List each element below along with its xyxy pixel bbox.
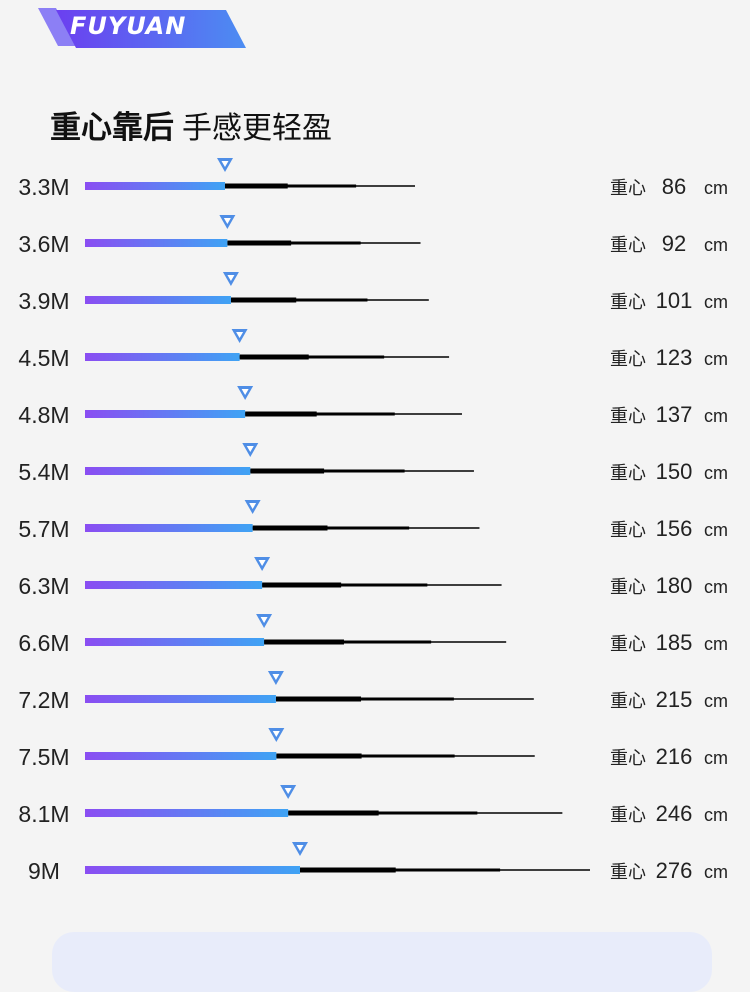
balance-marker-inner: [241, 389, 249, 395]
value-unit: cm: [704, 634, 728, 654]
balance-marker-inner: [249, 503, 257, 509]
balance-marker-inner: [223, 218, 231, 224]
category-label: 5.4M: [18, 459, 69, 485]
data-label: 123: [656, 345, 693, 370]
value-prefix: 重心: [610, 406, 646, 427]
bar: [85, 296, 231, 304]
value-prefix: 重心: [610, 862, 646, 883]
balance-marker-inner: [221, 161, 229, 167]
category-label: 3.6M: [18, 231, 69, 257]
value-unit: cm: [704, 577, 728, 597]
bar: [85, 524, 253, 532]
bar: [85, 866, 300, 874]
balance-marker-inner: [227, 275, 235, 281]
value-unit: cm: [704, 349, 728, 369]
bottom-card: [52, 932, 712, 992]
value-unit: cm: [704, 691, 728, 711]
value-unit: cm: [704, 520, 728, 540]
category-label: 3.9M: [18, 288, 69, 314]
value-prefix: 重心: [610, 349, 646, 370]
bar: [85, 695, 276, 703]
value-prefix: 重心: [610, 178, 646, 199]
value-prefix: 重心: [610, 577, 646, 598]
data-label: 150: [656, 459, 693, 484]
bar: [85, 638, 265, 646]
bar: [85, 752, 277, 760]
balance-marker-inner: [260, 617, 268, 623]
data-label: 86: [662, 174, 686, 199]
value-unit: cm: [704, 178, 728, 198]
value-unit: cm: [704, 805, 728, 825]
category-label: 8.1M: [18, 801, 69, 827]
data-label: 180: [656, 573, 693, 598]
balance-marker-inner: [272, 731, 280, 737]
data-label: 137: [656, 402, 693, 427]
value-prefix: 重心: [610, 748, 646, 769]
value-unit: cm: [704, 235, 728, 255]
bar: [85, 182, 225, 190]
balance-marker-inner: [284, 788, 292, 794]
headline-bold: 重心靠后: [50, 110, 174, 146]
value-prefix: 重心: [610, 805, 646, 826]
data-label: 276: [656, 858, 693, 883]
balance-marker-inner: [258, 560, 266, 566]
value-prefix: 重心: [610, 520, 646, 541]
bar: [85, 809, 289, 817]
balance-point-chart: 3.3M 重心 86 cm 3.6M 重心 92 cm 3.9M 重心 101 cm 4.5M 重心 123…: [18, 158, 728, 884]
category-label: 7.5M: [18, 744, 69, 770]
value-prefix: 重心: [610, 235, 646, 256]
balance-marker-inner: [246, 446, 254, 452]
logo-band: [56, 10, 246, 48]
bar: [85, 410, 246, 418]
category-label: 6.3M: [18, 573, 69, 599]
value-unit: cm: [704, 748, 728, 768]
data-label: 92: [662, 231, 686, 256]
value-prefix: 重心: [610, 292, 646, 313]
data-label: 215: [656, 687, 693, 712]
value-unit: cm: [704, 292, 728, 312]
data-label: 216: [656, 744, 693, 769]
value-unit: cm: [704, 862, 728, 882]
category-label: 4.5M: [18, 345, 69, 371]
value-unit: cm: [704, 463, 728, 483]
bar: [85, 467, 251, 475]
bar: [85, 239, 228, 247]
balance-marker-inner: [272, 674, 280, 680]
category-label: 7.2M: [18, 687, 69, 713]
brand-logo-badge: [38, 8, 246, 48]
brand-logo-text: FUYUAN: [70, 12, 187, 40]
value-prefix: 重心: [610, 691, 646, 712]
category-label: 3.3M: [18, 174, 69, 200]
data-label: 101: [656, 288, 693, 313]
data-label: 156: [656, 516, 693, 541]
data-label: 185: [656, 630, 693, 655]
value-unit: cm: [704, 406, 728, 426]
headline-light: 手感更轻盈: [182, 111, 332, 146]
category-label: 5.7M: [18, 516, 69, 542]
bar: [85, 581, 263, 589]
balance-marker-inner: [236, 332, 244, 338]
balance-marker-inner: [296, 845, 304, 851]
category-label: 6.6M: [18, 630, 69, 656]
category-label: 9M: [28, 858, 60, 884]
page-headline: 重心靠后 手感更轻盈: [50, 102, 332, 147]
category-label: 4.8M: [18, 402, 69, 428]
logo-stripe: [38, 8, 76, 46]
data-label: 246: [656, 801, 693, 826]
value-prefix: 重心: [610, 463, 646, 484]
value-prefix: 重心: [610, 634, 646, 655]
bar: [85, 353, 240, 361]
